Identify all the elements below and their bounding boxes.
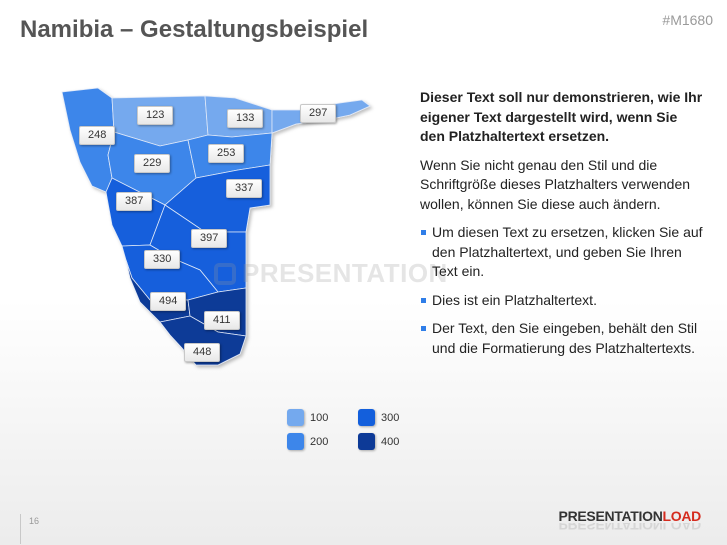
legend-swatch (287, 409, 304, 426)
logo-reflection: PRESENTATIONLOAD (558, 523, 701, 533)
bullet-square-icon (421, 230, 426, 235)
legend-swatch (287, 433, 304, 450)
legend-label: 300 (381, 411, 400, 424)
legend-swatch (358, 433, 375, 450)
legend-item-100: 100 (287, 409, 328, 426)
slide-code: #M1680 (662, 12, 713, 28)
text-placeholder[interactable]: Dieser Text soll nur demonstrieren, wie … (420, 88, 705, 367)
bullet-item: Dies ist ein Platzhaltertext. (420, 291, 705, 311)
bullet-text: Der Text, den Sie eingeben, behält den S… (432, 320, 698, 356)
legend-label: 100 (310, 411, 329, 424)
map-label: 123 (137, 106, 174, 125)
map-label: 397 (191, 229, 228, 248)
text-heading: Dieser Text soll nur demonstrieren, wie … (420, 89, 703, 144)
legend-label: 200 (310, 435, 329, 448)
bullet-item: Der Text, den Sie eingeben, behält den S… (420, 319, 705, 358)
legend-label: 400 (381, 435, 400, 448)
map-label: 330 (144, 250, 181, 269)
map-label: 253 (208, 144, 245, 163)
legend-swatch (358, 409, 375, 426)
bullet-item: Um diesen Text zu ersetzen, klicken Sie … (420, 223, 705, 282)
map-label: 411 (204, 311, 240, 330)
map-label: 248 (79, 126, 116, 145)
presentationload-logo: PRESENTATIONLOAD (558, 508, 702, 524)
text-paragraph: Wenn Sie nicht genau den Stil und die Sc… (420, 156, 691, 212)
map-label: 494 (150, 292, 187, 311)
map-label: 387 (116, 192, 153, 211)
map-label: 297 (300, 104, 337, 123)
map-label: 448 (184, 343, 221, 362)
page-number: 16 (20, 514, 39, 544)
map-label: 229 (134, 154, 171, 173)
map-label: 337 (226, 179, 263, 198)
bullet-square-icon (421, 326, 426, 331)
bullet-square-icon (421, 297, 426, 303)
bullet-text: Dies ist ein Platzhaltertext. (432, 291, 597, 308)
presentation-logo-icon (214, 263, 236, 285)
legend-item-200: 200 (287, 433, 328, 450)
legend-item-400: 400 (358, 433, 399, 450)
legend-item-300: 300 (358, 409, 399, 426)
bullet-text: Um diesen Text zu ersetzen, klicken Sie … (432, 224, 703, 279)
map-label: 133 (227, 109, 264, 128)
page-title: Namibia – Gestaltungsbeispiel (20, 16, 369, 43)
watermark: PRESENTATION (214, 258, 448, 289)
